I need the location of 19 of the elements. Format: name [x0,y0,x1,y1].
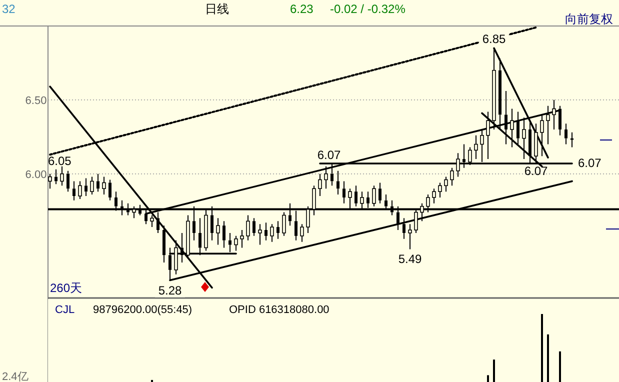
annotation: 98796200.00(55:45) [93,304,192,316]
text: 日线 [205,2,229,16]
annotation: 5.49 [398,252,422,266]
y-tick-label: 6.50 [25,94,47,107]
text: 向前复权 [565,12,613,26]
annotation: 260天 [50,281,82,295]
text: 6.07 [578,156,602,170]
text: 2.4亿 [2,371,28,382]
annotation: 6.07 [317,148,341,162]
annotation: 6.85 [482,32,506,46]
annotation: 5.28 [158,283,182,298]
text: 6.23 [290,2,314,16]
y-tick-label: 6.00 [25,168,47,181]
text: 32 [2,2,16,16]
annotation: 6.07 [524,164,548,178]
text: -0.02 / -0.32% [330,2,406,16]
annotation: OPID 616318080.00 [229,304,330,316]
annotation: 6.05 [48,154,72,168]
annotation: CJL [55,304,75,316]
